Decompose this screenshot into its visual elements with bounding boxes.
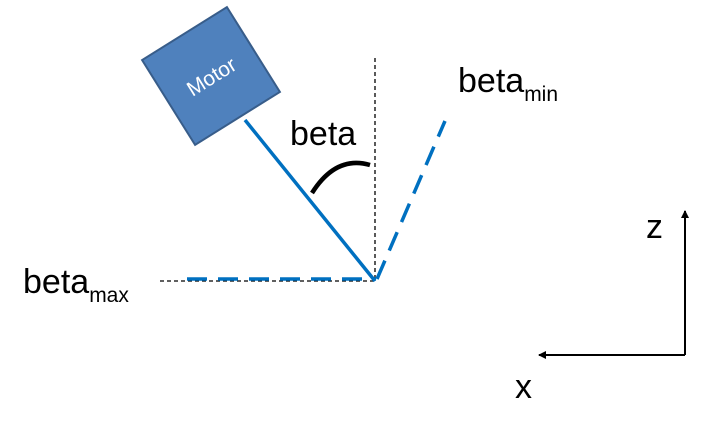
beta-min-label-base: beta bbox=[458, 62, 524, 100]
beta-min-limit-line bbox=[375, 120, 447, 280]
beta-max-label-base: beta bbox=[23, 263, 89, 301]
beta-max-label-sub: max bbox=[89, 284, 129, 307]
beta-angle-arc bbox=[310, 160, 371, 195]
motor-box-rect bbox=[140, 5, 282, 147]
x-axis-label: x bbox=[515, 368, 532, 406]
beta-min-label: betamin bbox=[458, 62, 558, 106]
z-axis-label: z bbox=[646, 208, 663, 246]
beta-min-label-sub: min bbox=[524, 83, 558, 106]
beta-max-label: betamax bbox=[23, 263, 129, 307]
motor-box: Motor bbox=[140, 5, 282, 147]
motor-arm-line bbox=[243, 118, 377, 283]
beta-angle-label: beta bbox=[290, 115, 356, 153]
